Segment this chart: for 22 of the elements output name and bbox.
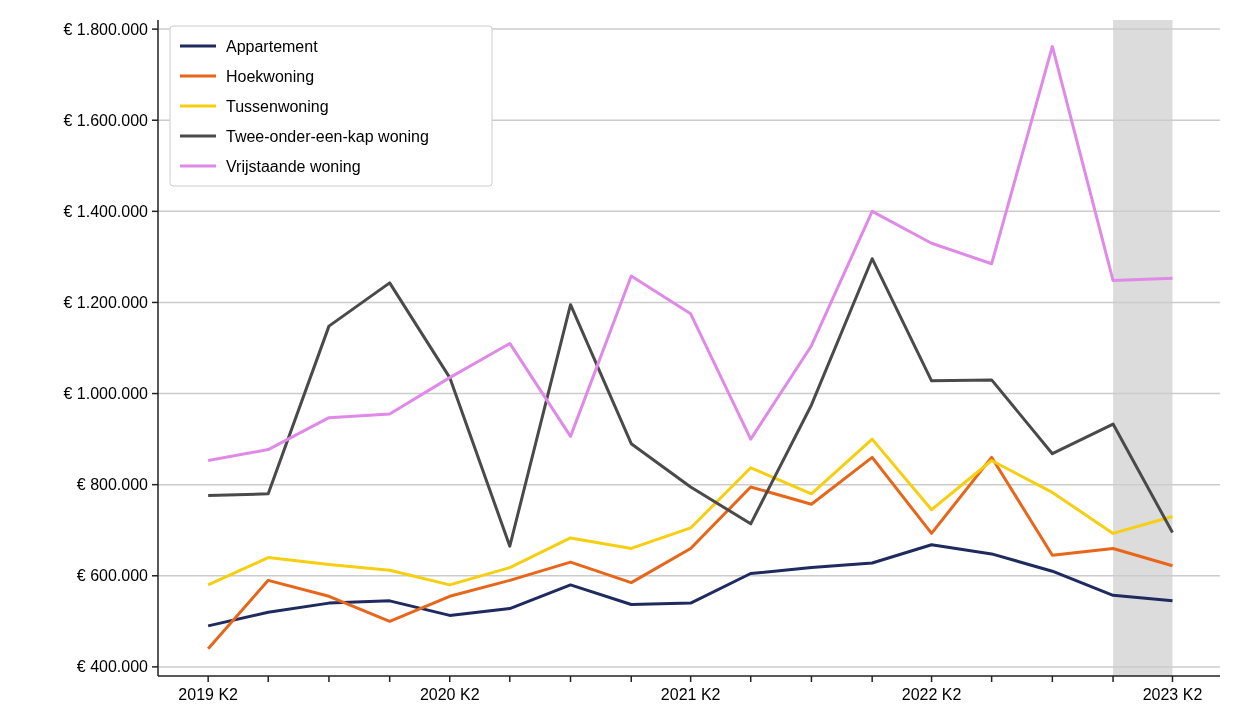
- line-series: [206, 437, 1174, 587]
- legend-label: Twee-onder-een-kap woning: [226, 127, 429, 145]
- x-tick-label: 2022 K2: [901, 686, 962, 703]
- y-tick-label: € 1.400.000: [63, 202, 149, 220]
- y-tick-label: € 400.000: [76, 658, 149, 676]
- y-tick-label: € 1.600.000: [63, 111, 149, 129]
- line-series: [206, 543, 1174, 628]
- legend-label: Appartement: [226, 37, 319, 55]
- y-tick-label: € 600.000: [76, 567, 149, 585]
- x-tick-label: 2019 K2: [178, 686, 239, 703]
- x-tick-label: 2020 K2: [419, 686, 480, 703]
- legend-label: Vrijstaande woning: [226, 157, 361, 175]
- x-tick-label: 2023 K2: [1142, 686, 1203, 703]
- y-tick-label: € 1.000.000: [63, 385, 149, 403]
- x-tick-label: 2021 K2: [660, 686, 721, 703]
- line-series: [206, 455, 1174, 651]
- line-series: [206, 257, 1174, 548]
- legend-label: Tussenwoning: [226, 97, 329, 115]
- y-tick-label: € 800.000: [76, 476, 149, 494]
- legend-label: Hoekwoning: [226, 67, 315, 85]
- y-tick-label: € 1.800.000: [63, 20, 149, 38]
- y-tick-label: € 1.200.000: [63, 294, 149, 312]
